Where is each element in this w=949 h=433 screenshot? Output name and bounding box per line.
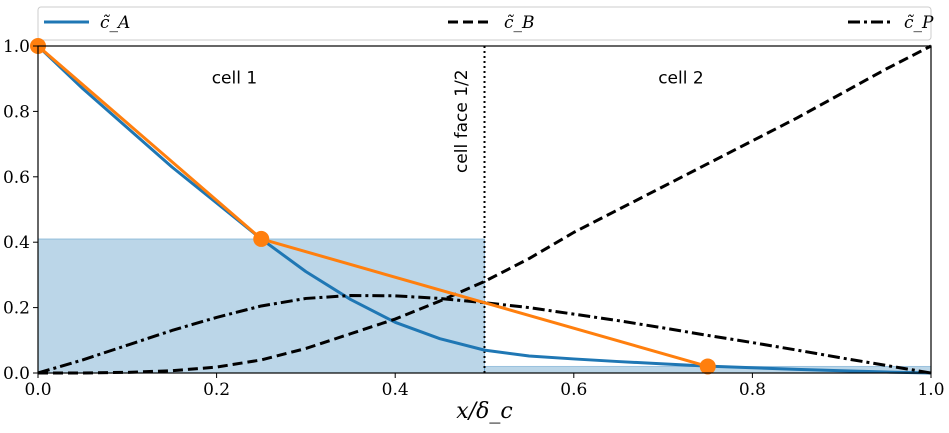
x-tick-label-3: 0.4 <box>382 380 409 400</box>
series-line-3 <box>37 294 932 375</box>
axes: 0.0 0.2 0.4 0.6 0.8 1.0 0.0 0.2 0.4 0.6 0.8 1.0 x/δ_… <box>3 37 945 424</box>
annotation-1: cell 1 <box>212 69 257 89</box>
y-tick-label-3: 0.4 <box>3 233 30 253</box>
x-tick-label-2: 0.2 <box>203 380 230 400</box>
legend: c̃_A c̃_B c̃_P <box>37 6 934 41</box>
y-tick-label-1: 0.0 <box>3 364 30 384</box>
x-tick-label-1: 0.0 <box>24 380 51 400</box>
legend-label-2: c̃_B <box>504 13 535 33</box>
annotation-3: cell face 1/2 <box>452 69 472 173</box>
y-tick-label-4: 0.6 <box>3 168 30 188</box>
plot-area: cell 1 cell 2 cell face 1/2 <box>30 38 932 375</box>
plot-frame <box>37 45 932 374</box>
series-marker-4-2 <box>253 230 270 247</box>
legend-label-3: c̃_P <box>904 13 934 33</box>
series-marker-4-3 <box>699 358 716 375</box>
series-line-1 <box>36 44 932 375</box>
y-tick-label-6: 1.0 <box>3 37 30 57</box>
x-tick-label-6: 1.0 <box>917 380 944 400</box>
series-line-2 <box>38 44 932 375</box>
legend-label-1: c̃_A <box>100 13 130 33</box>
x-tick-label-5: 0.8 <box>739 380 766 400</box>
x-tick-label-4: 0.6 <box>560 380 587 400</box>
x-axis-label: x/δ_c <box>456 399 512 424</box>
y-tick-label-5: 0.8 <box>3 102 30 122</box>
y-tick-label-2: 0.2 <box>3 299 30 319</box>
annotation-2: cell 2 <box>658 69 703 89</box>
